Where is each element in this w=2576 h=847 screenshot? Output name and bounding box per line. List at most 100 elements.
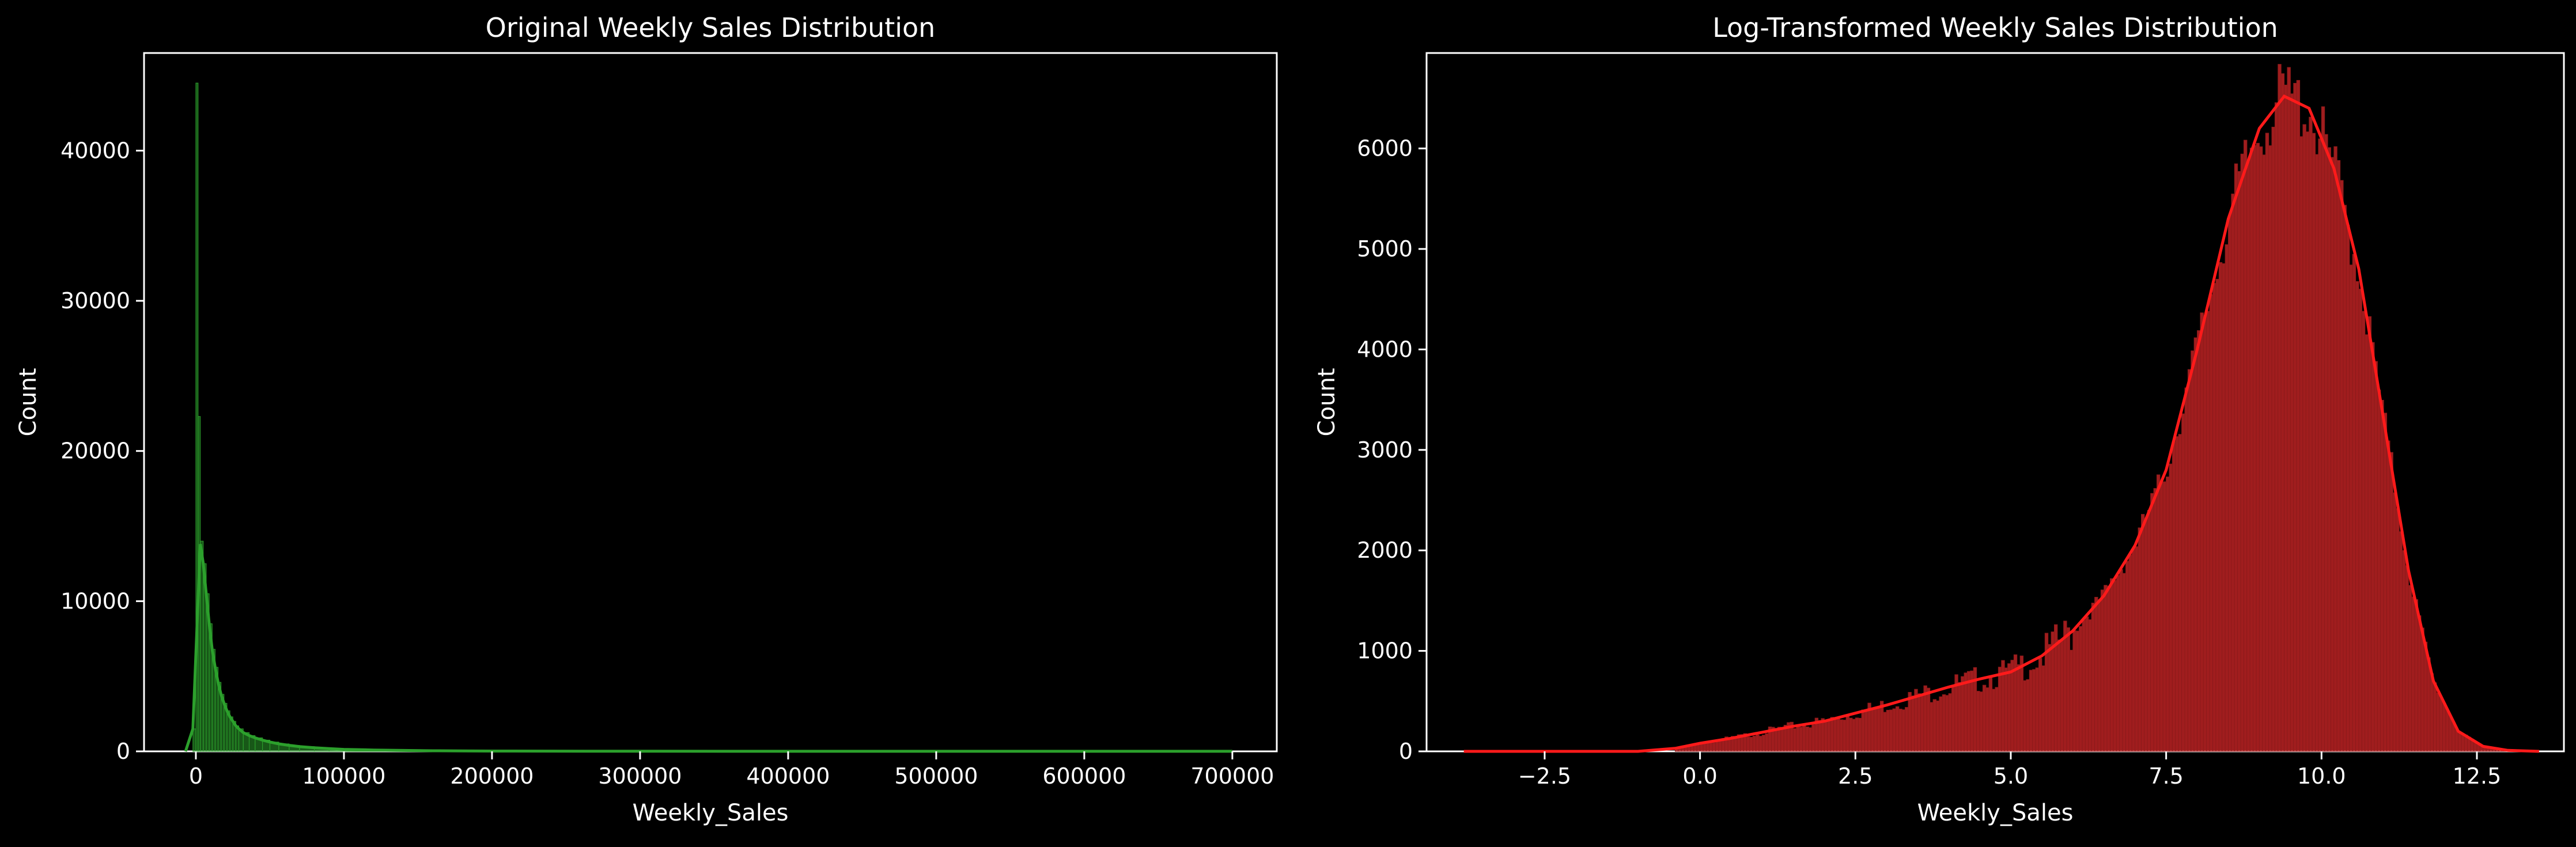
histogram-bar	[2066, 627, 2070, 752]
histogram-bar	[2222, 263, 2226, 752]
histogram-bar	[1936, 700, 1940, 752]
histogram-bar	[1883, 712, 1887, 752]
histogram-bar	[2346, 225, 2350, 752]
histogram-bar	[2249, 148, 2254, 752]
histogram-bar	[1700, 743, 1704, 752]
histogram-bar	[1843, 720, 1847, 752]
histogram-bar	[2411, 596, 2415, 752]
histogram-bar	[2082, 619, 2086, 752]
histogram-bar	[2312, 133, 2316, 752]
histogram-bar	[2057, 639, 2061, 752]
x-tick-label-left: 200000	[450, 763, 534, 789]
histogram-bar	[2371, 342, 2375, 752]
histogram-bar	[2318, 138, 2322, 752]
histogram-bar	[2063, 621, 2067, 752]
histogram-bar	[1752, 735, 1757, 752]
ticks-left: 0 100000 200000 300000 400000 500000 600000 700…	[60, 138, 1274, 789]
histogram-bar	[2333, 146, 2337, 752]
histogram-bar	[1715, 740, 1719, 752]
histogram-bar	[2231, 194, 2235, 752]
histogram-bar	[2305, 131, 2310, 752]
x-axis-label-left: Weekly_Sales	[633, 800, 789, 826]
histogram-bar	[1836, 719, 1840, 752]
y-tick-label-left: 30000	[60, 288, 130, 313]
histogram-bar	[2420, 627, 2424, 752]
histogram-bar	[1957, 682, 1962, 752]
histogram-bar	[1861, 709, 1865, 752]
y-tick-label-right: 5000	[1357, 236, 1413, 262]
histogram-bar	[1703, 743, 1707, 752]
histogram-bar	[2169, 463, 2173, 752]
histogram-bar	[2234, 163, 2238, 752]
histogram-bar	[1818, 720, 1822, 752]
histogram-bar	[1756, 734, 1760, 752]
histogram-bar	[2380, 399, 2384, 752]
histogram-bar	[2392, 492, 2397, 752]
histogram-bar	[2144, 518, 2148, 752]
x-tick-label-right: 10.0	[2297, 763, 2346, 789]
histogram-bar	[2159, 482, 2163, 752]
histogram-bar	[1845, 716, 1850, 752]
histogram-bar	[2097, 599, 2101, 752]
histogram-bar	[2153, 488, 2157, 752]
y-axis-label-left: Count	[15, 368, 41, 437]
histogram-bar	[1758, 736, 1762, 752]
histogram-bar	[2302, 124, 2306, 752]
histogram-bar	[2433, 682, 2437, 752]
x-tick-label-right: 0.0	[1682, 763, 1717, 789]
histogram-bar	[1802, 724, 1806, 752]
histogram-bar	[2135, 546, 2139, 752]
histogram-bar	[1827, 719, 1831, 752]
histogram-bar	[1746, 736, 1750, 752]
histogram-bar	[2293, 83, 2297, 752]
histogram-bar	[1995, 687, 1999, 752]
histogram-bar	[2327, 147, 2331, 752]
histogram-bar	[1780, 727, 1784, 752]
histogram-bar	[2193, 337, 2198, 752]
histogram-bar	[2119, 569, 2123, 752]
histogram-bar	[2408, 585, 2412, 752]
histogram-bar	[2128, 554, 2132, 752]
histogram-bar	[1951, 686, 1955, 752]
histogram-bar	[1945, 695, 1949, 752]
x-tick-label-left: 400000	[746, 763, 830, 789]
y-tick-label-left: 0	[116, 739, 130, 764]
histogram-bar	[1898, 709, 1902, 752]
histogram-bar	[2072, 630, 2076, 752]
kde-line-left	[184, 543, 1232, 753]
histogram-bar	[2377, 390, 2381, 752]
histogram-bar	[2206, 311, 2210, 752]
histogram-bar	[2212, 283, 2216, 752]
chart-log-weekly-sales: −2.5 0.0 2.5 5.0 7.5 10.0 12.5 0 1000 2000 3000 400…	[1314, 12, 2565, 826]
histogram-bar	[2402, 550, 2406, 752]
histogram-bar	[192, 728, 196, 752]
histogram-bar	[2191, 350, 2195, 752]
histogram-bar	[2187, 369, 2192, 752]
histogram-bar	[1879, 701, 1884, 752]
histogram-bar	[2125, 561, 2129, 752]
x-tick-label-left: 500000	[894, 763, 978, 789]
histogram-bar	[1976, 691, 1980, 752]
histogram-bar	[2246, 160, 2250, 752]
histogram-bar	[2104, 585, 2108, 752]
x-tick-label-right: 12.5	[2453, 763, 2502, 789]
histogram-bar	[2060, 639, 2064, 752]
y-tick-label-left: 10000	[60, 588, 130, 614]
histogram-bar	[2340, 180, 2344, 752]
histogram-bar	[2228, 214, 2232, 752]
histogram-bar	[2035, 667, 2040, 752]
histogram-bar	[2427, 657, 2431, 752]
histogram-bar	[1864, 709, 1868, 752]
chart-title-left: Original Weekly Sales Distribution	[486, 12, 936, 43]
histogram-bar	[2079, 626, 2083, 752]
y-tick-label-left: 40000	[60, 138, 130, 163]
histogram-bar	[2374, 361, 2378, 752]
histogram-bar	[1839, 719, 1844, 752]
histogram-bar	[1886, 710, 1890, 752]
histogram-bar	[2162, 481, 2167, 752]
histogram-bar	[1917, 693, 1921, 752]
histogram-bar	[1799, 727, 1803, 752]
histogram-bar	[2299, 136, 2303, 752]
ticks-right: −2.5 0.0 2.5 5.0 7.5 10.0 12.5 0 1000 2000 3000 400…	[1357, 136, 2501, 789]
y-tick-label-right: 3000	[1357, 437, 1413, 463]
